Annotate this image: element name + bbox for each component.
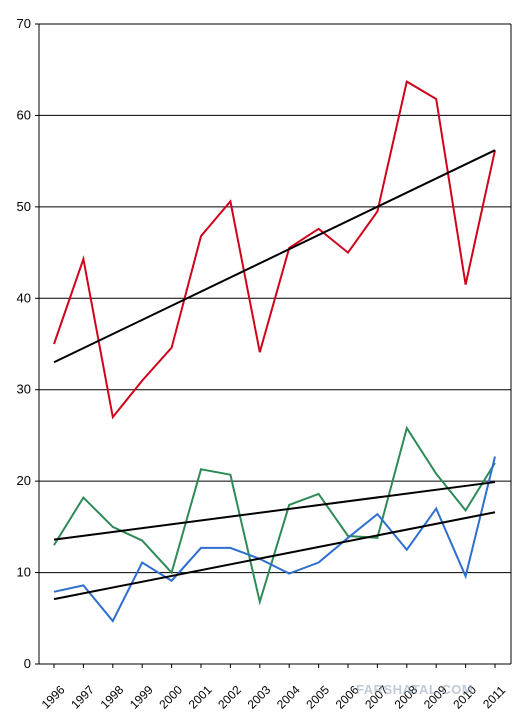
x-tick-label: 1998 — [98, 683, 127, 712]
x-tick-label: 2003 — [245, 683, 274, 712]
x-tick-label: 1996 — [39, 683, 68, 712]
trend-line-1 — [53, 149, 496, 364]
x-tick-label: 1997 — [68, 683, 97, 712]
grid-lines — [39, 23, 511, 574]
watermark-text: FARSHATAL.COM — [356, 682, 473, 697]
y-tick-label: 60 — [17, 107, 31, 122]
trend-line-2 — [53, 481, 496, 541]
trend-lines — [53, 149, 496, 601]
x-tick-label: 2000 — [156, 683, 185, 712]
y-tick-label: 50 — [17, 199, 31, 214]
y-tick-label: 70 — [17, 16, 31, 31]
x-tick-label: 2004 — [274, 683, 303, 712]
series-line-1 — [53, 80, 496, 420]
x-tick-label: 2005 — [303, 683, 332, 712]
series-lines — [53, 80, 496, 623]
y-tick-label: 30 — [17, 382, 31, 397]
y-tick-label: 0 — [24, 656, 31, 671]
x-tick-label: 1999 — [127, 683, 156, 712]
series-line-3 — [53, 456, 496, 623]
series-line-2 — [53, 425, 496, 606]
x-tick-label: 2011 — [480, 683, 508, 711]
axes — [35, 23, 512, 668]
x-tick-label: 2002 — [215, 683, 244, 712]
y-tick-label: 10 — [17, 565, 31, 580]
y-tick-label: 40 — [17, 290, 31, 305]
trend-line-3 — [53, 511, 496, 601]
x-tick-label: 2001 — [186, 683, 215, 712]
y-tick-label: 20 — [17, 473, 31, 488]
